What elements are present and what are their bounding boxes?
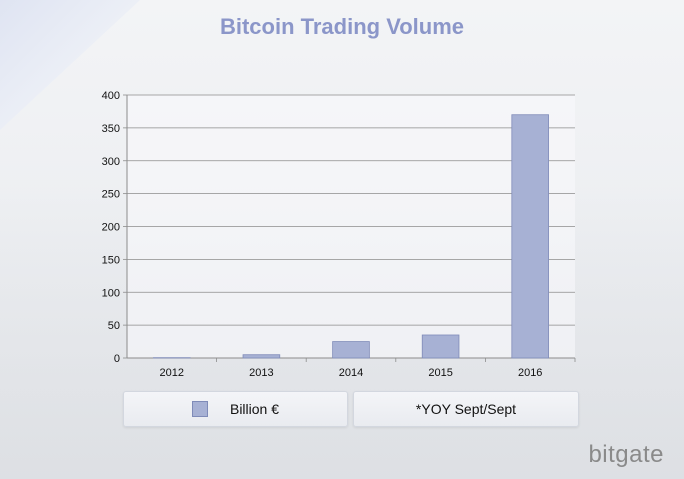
legend-swatch <box>191 401 208 417</box>
bar-2014 <box>332 341 370 359</box>
y-tick-label: 0 <box>114 353 120 365</box>
bar-2015 <box>421 334 460 359</box>
y-tick-label: 250 <box>102 189 120 201</box>
legend-note-box: *YOY Sept/Sept <box>353 391 579 427</box>
bar-2016 <box>511 114 549 359</box>
x-tick-label: 2013 <box>249 367 273 379</box>
y-tick-label: 200 <box>102 222 120 234</box>
y-tick-label: 400 <box>102 90 120 102</box>
x-tick-label: 2015 <box>428 367 452 379</box>
y-tick-label: 150 <box>102 254 120 266</box>
y-tick-label: 100 <box>102 287 120 299</box>
legend-note-label: *YOY Sept/Sept <box>415 401 517 417</box>
y-tick-label: 50 <box>108 320 120 332</box>
y-tick-label: 300 <box>102 156 120 168</box>
x-tick-label: 2016 <box>518 367 542 379</box>
legend-series-box: Billion € <box>123 391 348 427</box>
legend-series-label: Billion € <box>229 401 280 417</box>
x-tick-label: 2014 <box>339 367 363 379</box>
bitgate-logo: bitgate <box>588 441 664 468</box>
bar-2013 <box>242 354 281 359</box>
chart-title: Bitcoin Trading Volume <box>219 14 465 39</box>
y-tick-label: 350 <box>102 123 120 135</box>
x-tick-label: 2012 <box>160 367 184 379</box>
